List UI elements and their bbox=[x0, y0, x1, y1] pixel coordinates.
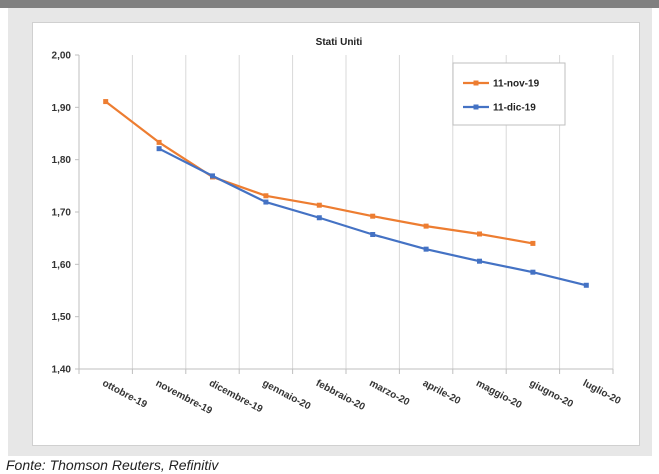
legend-box bbox=[452, 62, 566, 126]
y-tick-label: 1,60 bbox=[52, 260, 72, 271]
data-point bbox=[370, 232, 376, 238]
data-point bbox=[423, 223, 429, 229]
x-tick-label: ottobre-19 bbox=[100, 378, 149, 411]
data-point bbox=[583, 282, 589, 288]
data-point bbox=[370, 213, 376, 219]
data-point bbox=[316, 215, 322, 221]
legend-label: 11-dic-19 bbox=[493, 103, 536, 114]
x-tick-label: maggio-20 bbox=[474, 378, 524, 411]
x-tick-label: febbraio-20 bbox=[314, 378, 367, 413]
data-point bbox=[423, 246, 429, 252]
x-tick-label: aprile-20 bbox=[421, 378, 463, 407]
chart-frame: Stati Uniti 1,40 1,50 1,60 1,70 1,80 1,90 2,00… bbox=[8, 8, 652, 456]
x-tick-label: giugno-20 bbox=[527, 378, 575, 410]
line-chart: Stati Uniti 1,40 1,50 1,60 1,70 1,80 1,90 2,00… bbox=[52, 37, 623, 417]
x-tick-label: dicembre-19 bbox=[207, 378, 265, 416]
data-point bbox=[477, 258, 482, 264]
data-point bbox=[103, 99, 109, 105]
y-tick-label: 1,40 bbox=[52, 365, 72, 376]
x-tick-label: novembre-19 bbox=[154, 378, 215, 417]
legend-swatch-marker bbox=[473, 80, 479, 86]
data-point bbox=[210, 173, 215, 179]
data-point bbox=[530, 240, 536, 246]
y-tick-label: 1,50 bbox=[52, 312, 72, 323]
data-point bbox=[477, 231, 482, 237]
x-tick-label: gennaio-20 bbox=[260, 378, 312, 413]
top-bar bbox=[0, 0, 659, 8]
x-tick-label: marzo-20 bbox=[367, 378, 411, 409]
y-tick-label: 1,90 bbox=[52, 103, 72, 114]
source-note: Fonte: Thomson Reuters, Refinitiv bbox=[6, 457, 219, 473]
x-tick-label: luglio-20 bbox=[581, 378, 623, 407]
data-point bbox=[263, 199, 269, 205]
chart-area: Stati Uniti 1,40 1,50 1,60 1,70 1,80 1,90 2,00… bbox=[32, 22, 640, 446]
data-point bbox=[263, 193, 269, 199]
chart-title: Stati Uniti bbox=[316, 37, 363, 48]
legend-label: 11-nov-19 bbox=[493, 79, 540, 90]
y-tick-label: 1,80 bbox=[52, 155, 72, 166]
y-tick-label: 2,00 bbox=[52, 51, 72, 62]
data-point bbox=[156, 139, 162, 145]
data-point bbox=[156, 146, 162, 152]
data-point bbox=[316, 202, 322, 208]
data-point bbox=[530, 269, 536, 275]
y-tick-label: 1,70 bbox=[52, 208, 72, 219]
legend-swatch-marker bbox=[473, 104, 479, 110]
